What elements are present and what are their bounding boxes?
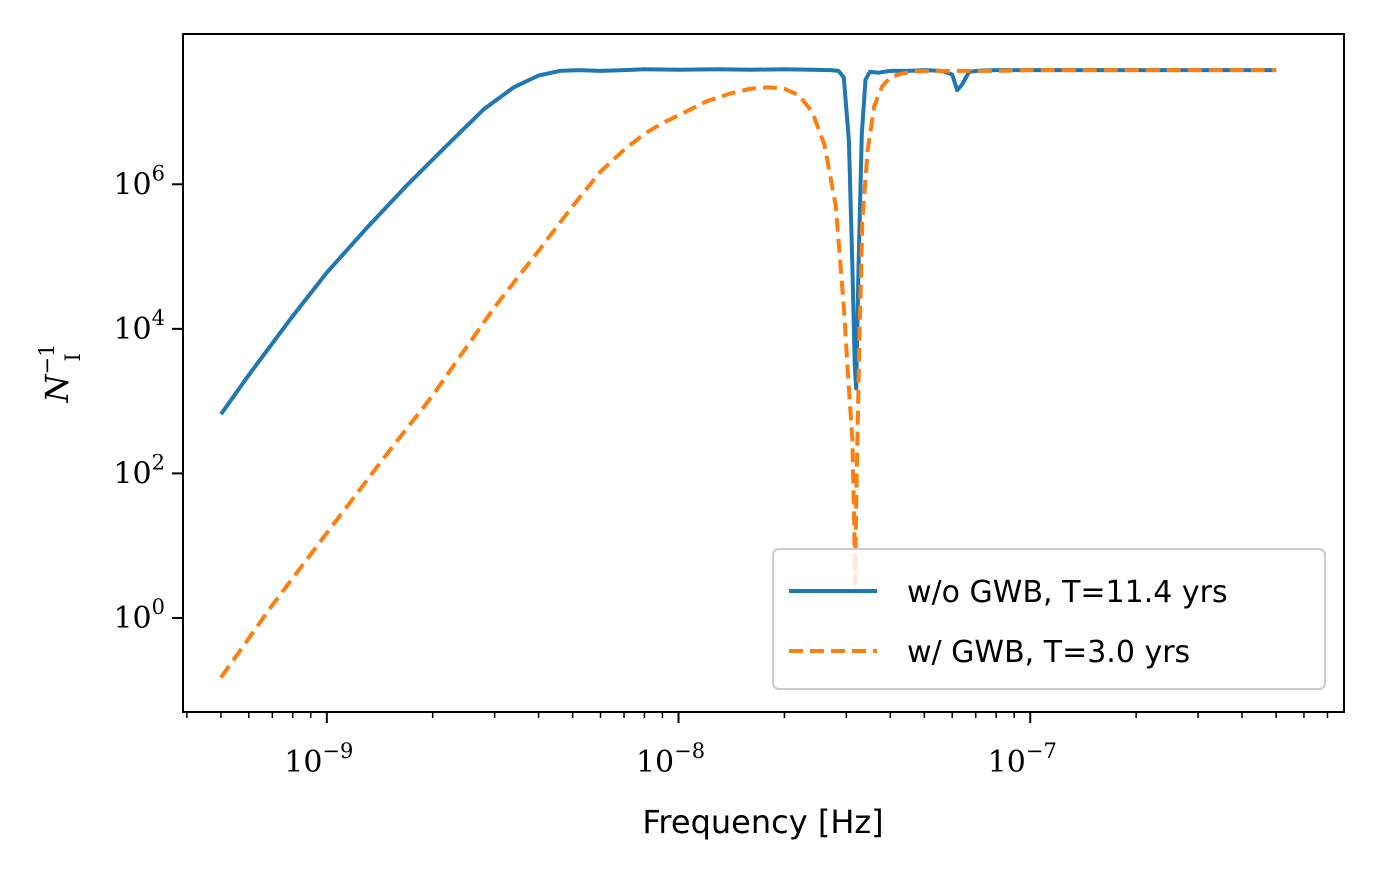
- series-layer: [219, 67, 1277, 679]
- series-line-2: [219, 68, 1277, 679]
- x-tick-label: 10−8: [636, 739, 705, 780]
- labels-layer: Frequency [Hz] N−1I: [35, 344, 884, 841]
- y-axis-label: N−1I: [35, 344, 85, 404]
- x-axis-label: Frequency [Hz]: [642, 803, 883, 841]
- plot-frame: [182, 33, 1345, 713]
- series-line-1: [219, 67, 1277, 416]
- x-tick-label: 10−7: [988, 739, 1057, 780]
- y-tick-label: 106: [113, 161, 165, 202]
- y-tick-label: 100: [113, 595, 165, 636]
- legend-label-2: w/ GWB, T=3.0 yrs: [907, 635, 1190, 670]
- y-axis-label-main: N: [38, 373, 76, 403]
- y-axis-label-subscript: I: [61, 353, 85, 361]
- y-tick-label: 102: [113, 450, 165, 491]
- legend-box: [772, 548, 1326, 690]
- y-axis-label-superscript: −1: [35, 344, 59, 375]
- ticks-layer: 10−9 10−8 10−7 100 102 104 106: [113, 161, 1329, 780]
- x-tick-label: 10−9: [284, 739, 353, 780]
- legend-label-1: w/o GWB, T=11.4 yrs: [907, 575, 1228, 610]
- legend: w/o GWB, T=11.4 yrs w/ GWB, T=3.0 yrs: [772, 548, 1326, 690]
- y-tick-label: 104: [113, 306, 165, 347]
